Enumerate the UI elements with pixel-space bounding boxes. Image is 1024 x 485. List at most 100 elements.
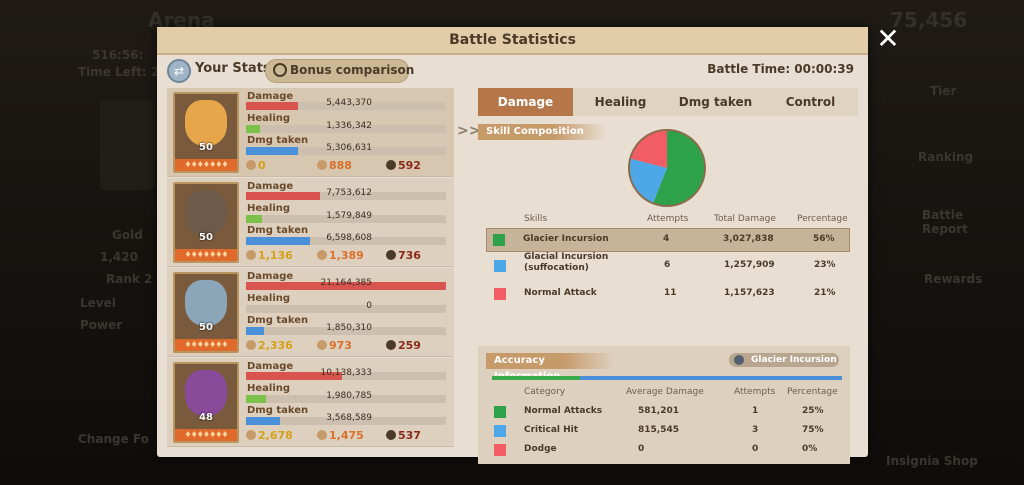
healing-value: 1,579,849 xyxy=(326,211,372,221)
bg-level: Level xyxy=(80,296,116,310)
modal-title: Battle Statistics xyxy=(157,27,868,55)
category-name: Dodge xyxy=(524,444,557,454)
taken-value: 1,850,310 xyxy=(326,323,372,333)
bg-battle-report[interactable]: Battle Report xyxy=(922,208,968,236)
hero-row[interactable]: 50 ♦♦♦♦♦♦♦ Damage 7,753,612 Healing 1,57… xyxy=(167,178,454,267)
tab-damage[interactable]: Damage xyxy=(478,88,573,116)
hero-row[interactable]: 48 ♦♦♦♦♦♦♦ Damage 10,138,333 Healing 1,9… xyxy=(167,358,454,447)
skill-icon xyxy=(734,355,744,365)
category-color-swatch xyxy=(494,425,506,437)
skill-row[interactable]: Normal Attack 11 1,157,623 21% xyxy=(488,283,848,305)
damage-bar-fill xyxy=(246,102,298,110)
taken-bar-fill xyxy=(246,237,310,245)
stat-c: 537 xyxy=(386,429,421,442)
percentage-header: Percentage xyxy=(797,214,848,224)
bonus-comparison-label: Bonus comparison xyxy=(290,63,415,77)
healing-label: Healing xyxy=(247,113,291,124)
bg-timer: 516:56: xyxy=(92,48,144,62)
category-avg: 0 xyxy=(638,444,645,454)
stat-b: 888 xyxy=(317,159,352,172)
damage-bar: 5,443,370 xyxy=(246,98,446,110)
detail-panel: >> Damage Healing Dmg taken Control Skil… xyxy=(457,88,859,464)
skull-icon xyxy=(386,250,396,260)
taken-bar-fill xyxy=(246,327,264,335)
skill-color-swatch xyxy=(494,260,506,272)
healing-bar-fill xyxy=(246,125,260,133)
bg-ranking[interactable]: Ranking xyxy=(918,150,974,164)
hero-level: 48 xyxy=(199,412,213,423)
accuracy-row: Critical Hit 815,545 3 75% xyxy=(478,422,850,440)
bg-avatar xyxy=(100,100,155,190)
avg-damage-header: Average Damage xyxy=(626,387,704,397)
fist-icon xyxy=(317,340,327,350)
magnifier-icon xyxy=(273,63,287,77)
shield-icon xyxy=(246,160,256,170)
damage-bar-fill xyxy=(246,282,446,290)
bonus-comparison-button[interactable]: Bonus comparison xyxy=(265,59,414,83)
skill-total: 1,157,623 xyxy=(724,288,775,298)
taken-value: 3,568,589 xyxy=(326,413,372,423)
stat-b: 973 xyxy=(317,339,352,352)
fist-icon xyxy=(317,430,327,440)
damage-value: 21,164,385 xyxy=(320,278,372,288)
stat-c: 736 xyxy=(386,249,421,262)
damage-value: 5,443,370 xyxy=(326,98,372,108)
category-attempts: 3 xyxy=(752,425,759,435)
category-avg: 581,201 xyxy=(638,406,679,416)
tab-healing[interactable]: Healing xyxy=(594,95,647,109)
stat-a: 0 xyxy=(246,159,266,172)
bg-change-form[interactable]: Change Fo xyxy=(78,432,149,446)
accuracy-skill-label: Glacier Incursion xyxy=(751,355,837,365)
pie-outline xyxy=(628,129,706,207)
skill-name: Glacier Incursion xyxy=(523,234,609,244)
hero-stars: ♦♦♦♦♦♦♦ xyxy=(175,159,237,171)
damage-value: 10,138,333 xyxy=(320,368,372,378)
pie-slice-2 xyxy=(630,130,667,168)
hero-stars: ♦♦♦♦♦♦♦ xyxy=(175,429,237,441)
bg-insignia-shop[interactable]: Insignia Shop xyxy=(886,454,978,468)
hero-portrait[interactable]: 50 ♦♦♦♦♦♦♦ xyxy=(173,92,239,173)
damage-bar-fill xyxy=(246,372,342,380)
accuracy-title: Accuracy Information xyxy=(486,353,614,382)
hero-portrait[interactable]: 50 ♦♦♦♦♦♦♦ xyxy=(173,182,239,263)
taken-label: Dmg taken xyxy=(247,225,309,236)
swap-icon[interactable]: ⇄ xyxy=(167,59,191,83)
hero-face xyxy=(185,100,227,146)
pie-slice-0 xyxy=(653,130,705,206)
hero-portrait[interactable]: 48 ♦♦♦♦♦♦♦ xyxy=(173,362,239,443)
skill-attempts: 4 xyxy=(663,234,670,244)
bg-rewards[interactable]: Rewards xyxy=(924,272,983,286)
hero-level: 50 xyxy=(199,322,213,333)
accuracy-bar xyxy=(492,376,842,380)
hero-face xyxy=(185,190,227,236)
bg-tier[interactable]: Tier xyxy=(930,84,957,98)
close-icon[interactable]: ✕ xyxy=(876,22,900,55)
hero-face xyxy=(185,370,227,416)
accuracy-skill-selector[interactable]: Glacier Incursion xyxy=(729,353,839,367)
category-header: Category xyxy=(524,387,566,397)
tab-dmg-taken[interactable]: Dmg taken xyxy=(678,95,753,109)
hero-portrait[interactable]: 50 ♦♦♦♦♦♦♦ xyxy=(173,272,239,353)
skill-attempts: 6 xyxy=(664,260,671,270)
tab-control[interactable]: Control xyxy=(785,95,836,109)
bg-time-left: Time Left: 24 xyxy=(78,65,168,79)
hero-row[interactable]: 50 ♦♦♦♦♦♦♦ Damage 21,164,385 Healing 0 D… xyxy=(167,268,454,357)
expand-arrow-icon: >> xyxy=(457,123,481,139)
damage-label: Damage xyxy=(247,181,294,192)
skill-attempts: 11 xyxy=(664,288,677,298)
damage-label: Damage xyxy=(247,361,294,372)
hero-level: 50 xyxy=(199,232,213,243)
healing-bar-fill xyxy=(246,215,262,223)
taken-bar: 5,306,631 xyxy=(246,143,446,155)
taken-bar: 1,850,310 xyxy=(246,323,446,335)
category-color-swatch xyxy=(494,406,506,418)
category-name: Normal Attacks xyxy=(524,406,603,416)
damage-bar: 7,753,612 xyxy=(246,188,446,200)
damage-label: Damage xyxy=(247,91,294,102)
battle-statistics-modal: Battle Statistics ⇄ Your Stats Bonus com… xyxy=(157,27,868,464)
taken-label: Dmg taken xyxy=(247,405,309,416)
skill-row[interactable]: Glacial Incursion (suffocation) 6 1,257,… xyxy=(488,252,848,277)
hero-row[interactable]: 50 ♦♦♦♦♦♦♦ Damage 5,443,370 Healing 1,33… xyxy=(167,88,454,177)
accuracy-row: Normal Attacks 581,201 1 25% xyxy=(478,403,850,421)
skill-row[interactable]: Glacier Incursion 4 3,027,838 56% xyxy=(486,228,850,252)
